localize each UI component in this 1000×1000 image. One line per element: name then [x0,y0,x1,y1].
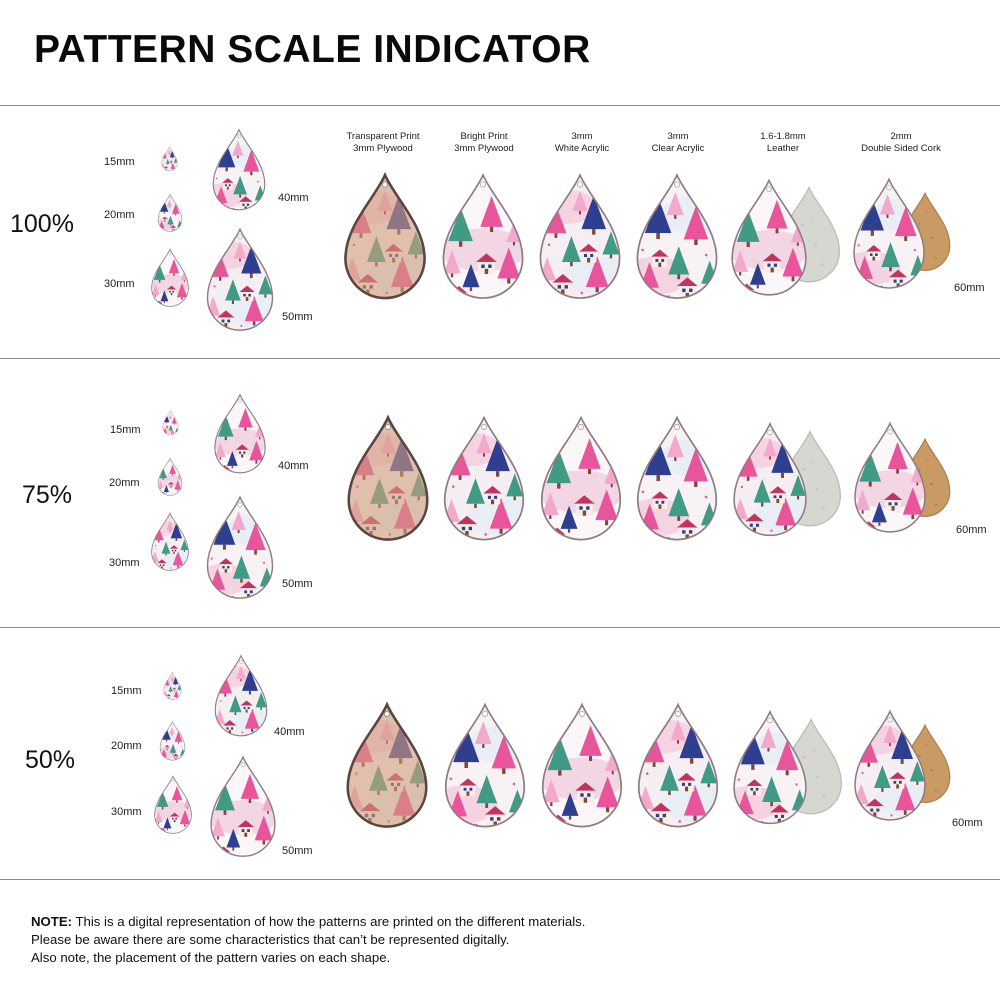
size-label-15mm: 15mm [110,424,141,436]
size-label-50mm: 50mm [282,578,313,590]
size-label-40mm: 40mm [278,460,309,472]
swatch-30mm [150,248,190,308]
earring-clear-acrylic [635,702,721,830]
scale-row-50: 50% 15mm 20mm 30mm 40mm 50mm 60mm [0,628,1000,879]
swatch-50mm [204,227,276,333]
material-label-bright-plywood: Bright Print 3mm Plywood [454,131,514,154]
note-line-3: Also note, the placement of the pattern … [31,950,391,965]
size-label-60mm: 60mm [956,524,987,536]
size-label-50mm: 50mm [282,311,313,323]
scale-label: 50% [25,746,76,774]
size-label-40mm: 40mm [274,726,305,738]
size-label-15mm: 15mm [104,156,135,168]
material-label-leather: 1.6-1.8mm Leather [760,131,806,154]
earring-white-acrylic [537,172,623,302]
size-label-30mm: 30mm [111,806,142,818]
earring-white-acrylic [538,415,624,543]
scale-row-75: 75% 15mm 20mm 30mm 40mm 50mm 60mm [0,359,1000,627]
earring-transparent-plywood [342,172,428,302]
size-label-30mm: 30mm [109,557,140,569]
swatch-30mm [150,512,190,572]
earring-transparent-plywood [344,702,430,830]
swatch-20mm [157,193,183,233]
size-label-15mm: 15mm [111,685,142,697]
note-label: NOTE: [31,914,73,929]
divider-bottom [0,879,1000,880]
size-label-60mm: 60mm [952,817,983,829]
swatch-15mm [162,408,179,438]
size-label-40mm: 40mm [278,192,309,204]
earring-bright-plywood [440,172,526,302]
material-label-clear-acrylic: 3mm Clear Acrylic [651,131,705,154]
earring-transparent-plywood [345,415,431,543]
swatch-30mm [153,774,193,836]
earring-clear-acrylic [634,172,720,302]
swatch-15mm [163,670,182,702]
material-label-transparent-plywood: Transparent Print 3mm Plywood [346,131,420,154]
swatch-40mm [209,128,269,212]
divider-top [0,105,1000,106]
swatch-40mm [213,652,269,740]
size-label-20mm: 20mm [104,209,135,221]
earring-cork-front [852,417,928,539]
scale-label: 75% [22,481,73,509]
earring-bright-plywood [442,702,528,830]
earring-leather-front [731,706,809,830]
scale-row-100: 100% 15mm 20mm 30mm 40mm 50mm 60mm [0,106,1000,358]
swatch-50mm [204,495,276,601]
scale-label: 100% [10,210,74,238]
material-label-white-acrylic: 3mm White Acrylic [554,131,610,154]
earring-cork-front [851,172,927,296]
size-label-20mm: 20mm [109,477,140,489]
note-line-2: Please be aware there are some character… [31,932,510,947]
swatch-40mm [211,393,269,475]
divider-2 [0,627,1000,628]
earring-clear-acrylic [634,415,720,543]
earring-white-acrylic [539,702,625,830]
size-label-20mm: 20mm [111,740,142,752]
note-line-1: This is a digital representation of how … [72,914,586,929]
earring-cork-front [852,704,928,828]
size-label-50mm: 50mm [282,845,313,857]
swatch-50mm [207,755,279,859]
swatch-20mm [159,720,186,762]
size-label-60mm: 60mm [954,282,985,294]
page-title: PATTERN SCALE INDICATOR [34,28,591,71]
material-label-cork: 2mm Double Sided Cork [861,131,941,154]
disclaimer-note: NOTE: This is a digital representation o… [31,913,585,967]
earring-leather-front [729,176,809,300]
size-label-30mm: 30mm [104,278,135,290]
divider-1 [0,358,1000,359]
earring-leather-front [731,419,809,541]
swatch-20mm [157,457,183,497]
swatch-15mm [161,144,178,174]
earring-bright-plywood [441,415,527,543]
